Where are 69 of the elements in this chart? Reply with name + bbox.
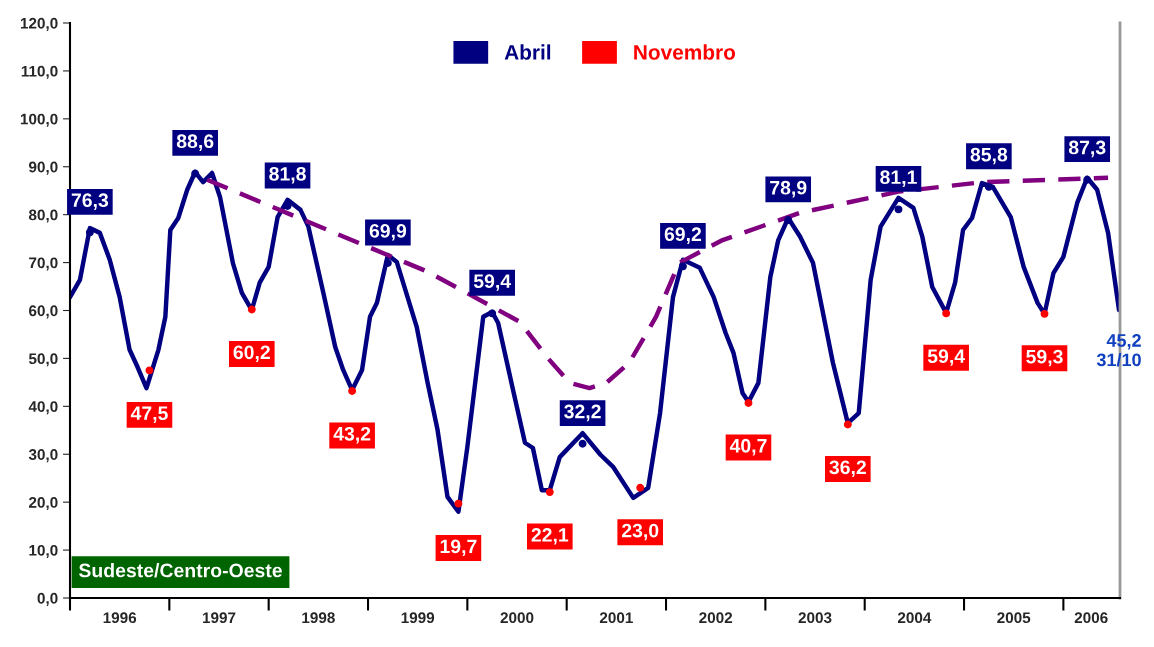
- data-label: 43,2: [333, 426, 371, 444]
- point: [984, 182, 993, 191]
- legend-label: Novembro: [634, 44, 736, 60]
- y-tick-label: 20,0: [28, 497, 58, 511]
- data-label: 69,2: [664, 227, 702, 244]
- data-label: 59,3: [1026, 349, 1063, 367]
- y-tick-label: 80,0: [28, 209, 58, 223]
- point: [454, 499, 463, 508]
- point: [247, 305, 256, 314]
- data-label: 59,4: [473, 274, 512, 291]
- data-label: 19,7: [440, 539, 477, 557]
- y-tick-label: 40,0: [28, 401, 58, 415]
- y-tick-label: 0,0: [37, 592, 58, 606]
- point: [784, 215, 793, 224]
- point: [942, 309, 951, 318]
- x-tick-label: 1998: [302, 612, 335, 624]
- x-tick-label: 2002: [699, 612, 733, 624]
- point: [1040, 309, 1049, 318]
- data-label: 78,9: [770, 180, 807, 198]
- point: [545, 488, 554, 497]
- data-label: 88,6: [176, 134, 214, 151]
- data-label: 40,7: [729, 438, 767, 456]
- x-tick-label: 2000: [500, 612, 534, 624]
- y-tick-label: 120,0: [20, 17, 58, 31]
- data-label: 47,5: [130, 406, 168, 423]
- y-tick-label: 30,0: [28, 449, 58, 463]
- annotation: 45,2 31/10: [1096, 334, 1141, 367]
- x-tick-label: 2003: [798, 612, 832, 624]
- y-tick-label: 70,0: [29, 257, 58, 271]
- x-tick-label: 1999: [401, 612, 435, 624]
- point: [744, 399, 753, 407]
- x-tick-label: 1996: [103, 612, 137, 624]
- y-tick-label: 50,0: [28, 353, 58, 367]
- x-tick-label: 2006: [1074, 612, 1108, 624]
- y-tick-label: 90,0: [28, 161, 58, 175]
- text: Sudeste/Centro-Oeste: [78, 563, 282, 578]
- data-label: 87,3: [1068, 140, 1106, 158]
- y-tick-label: 10,0: [29, 544, 58, 558]
- point: [348, 387, 357, 395]
- data-label: 76,3: [71, 193, 109, 210]
- y-tick-label: 110,0: [21, 65, 58, 79]
- point: [191, 169, 200, 178]
- data-label: 85,8: [970, 147, 1008, 165]
- point: [145, 366, 154, 375]
- point: [85, 228, 94, 237]
- point: [383, 259, 392, 268]
- data-label: 22,1: [531, 528, 569, 545]
- point: [488, 309, 497, 318]
- x-tick-label: 2004: [897, 612, 932, 624]
- point: [636, 483, 645, 492]
- point: [1083, 175, 1092, 184]
- data-label: 23,0: [621, 523, 659, 541]
- data-label: 59,4: [927, 349, 965, 366]
- data-label: 81,1: [880, 170, 917, 187]
- y-tick-label: 60,0: [29, 305, 58, 319]
- point: [678, 262, 687, 271]
- y-tick-label: 100,0: [20, 113, 58, 127]
- x-tick-label: 1997: [202, 612, 236, 624]
- data-label: 60,2: [233, 345, 270, 363]
- point: [894, 205, 903, 214]
- data-label: 69,9: [369, 223, 407, 241]
- data-label: 36,2: [829, 460, 866, 478]
- x-tick-label: 2005: [997, 612, 1031, 624]
- data-label: 32,2: [564, 404, 601, 422]
- data-label: 81,8: [269, 166, 306, 184]
- point: [578, 439, 587, 448]
- x-tick-label: 2001: [599, 612, 633, 624]
- point: [843, 420, 852, 429]
- legend-label: Abril: [504, 44, 551, 60]
